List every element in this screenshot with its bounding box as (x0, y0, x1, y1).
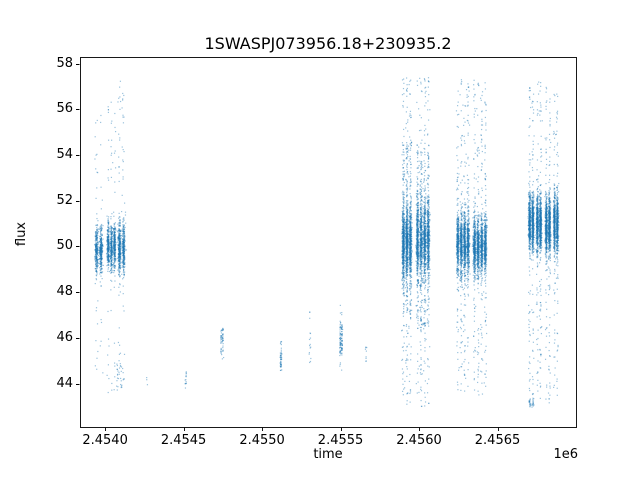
x-axis-offset-label: 1e6 (553, 447, 578, 462)
x-tick-label: 2.4560 (396, 433, 442, 448)
x-tick-label: 2.4565 (474, 433, 521, 448)
x-tick-label: 2.4545 (160, 433, 207, 448)
y-tick-label: 50 (56, 238, 73, 254)
y-tick-label: 46 (56, 329, 73, 345)
y-tick-label: 58 (56, 55, 73, 71)
y-tick-label: 44 (56, 375, 73, 391)
chart-title: 1SWASPJ073956.18+230935.2 (204, 34, 452, 53)
x-axis-label: time (313, 447, 343, 462)
x-tick-label: 2.4555 (317, 433, 364, 448)
y-tick-label: 52 (56, 192, 73, 208)
y-tick-label: 54 (56, 147, 73, 163)
y-axis-label: flux (14, 222, 29, 247)
y-tick-label: 48 (56, 284, 73, 300)
y-tick-label: 56 (56, 101, 73, 117)
x-tick-label: 2.4540 (82, 433, 128, 448)
x-tick-label: 2.4550 (239, 433, 285, 448)
